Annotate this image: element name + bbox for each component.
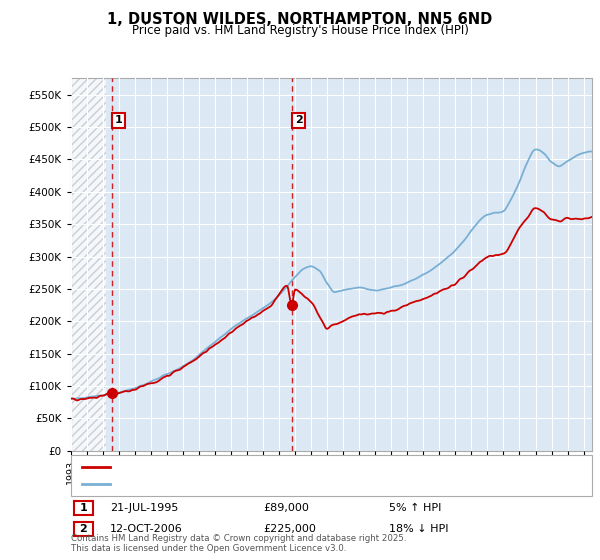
Text: Price paid vs. HM Land Registry's House Price Index (HPI): Price paid vs. HM Land Registry's House … bbox=[131, 24, 469, 36]
Text: 21-JUL-1995: 21-JUL-1995 bbox=[110, 503, 178, 513]
Text: 1, DUSTON WILDES, NORTHAMPTON, NN5 6ND: 1, DUSTON WILDES, NORTHAMPTON, NN5 6ND bbox=[107, 12, 493, 27]
Text: 1: 1 bbox=[115, 115, 122, 125]
Text: £89,000: £89,000 bbox=[263, 503, 308, 513]
Text: 2: 2 bbox=[80, 524, 87, 534]
Text: 12-OCT-2006: 12-OCT-2006 bbox=[110, 524, 182, 534]
Text: 5% ↑ HPI: 5% ↑ HPI bbox=[389, 503, 441, 513]
Text: 18% ↓ HPI: 18% ↓ HPI bbox=[389, 524, 448, 534]
Text: 2: 2 bbox=[295, 115, 302, 125]
Text: HPI: Average price, detached house, West Northamptonshire: HPI: Average price, detached house, West… bbox=[114, 479, 431, 489]
Text: Contains HM Land Registry data © Crown copyright and database right 2025.
This d: Contains HM Land Registry data © Crown c… bbox=[71, 534, 406, 553]
Text: 1: 1 bbox=[80, 503, 87, 513]
Text: £225,000: £225,000 bbox=[263, 524, 316, 534]
Text: 1, DUSTON WILDES, NORTHAMPTON, NN5 6ND (detached house): 1, DUSTON WILDES, NORTHAMPTON, NN5 6ND (… bbox=[114, 461, 452, 472]
